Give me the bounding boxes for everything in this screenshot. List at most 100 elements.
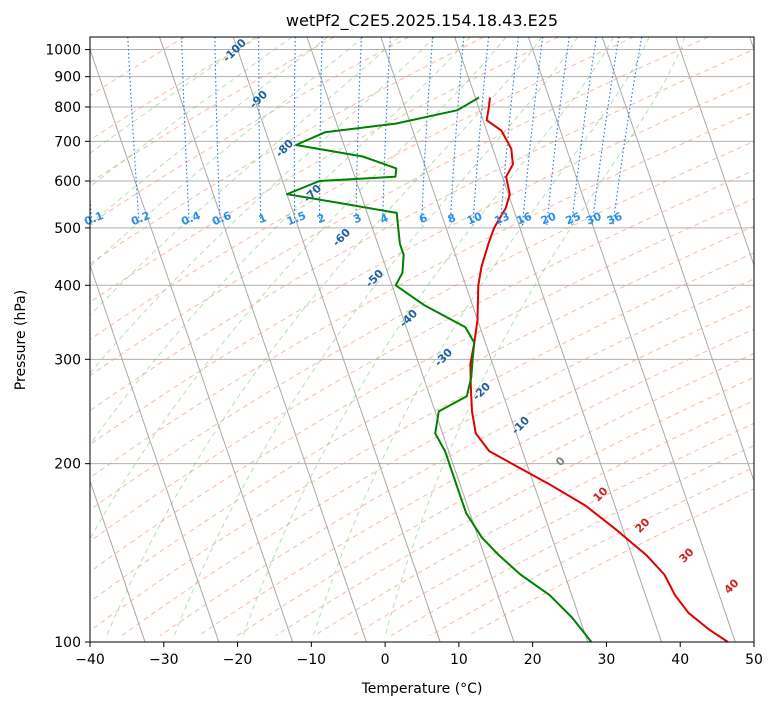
mixing-ratio-label: 25: [564, 210, 583, 228]
plot-frame: [89, 36, 755, 643]
moist-adiabat-label: -10: [509, 414, 532, 437]
y-tick-label: 900: [54, 70, 81, 86]
x-tick-label: 40: [671, 652, 689, 668]
mixing-ratio-label: 0.6: [210, 209, 233, 228]
profile-lines: [286, 96, 729, 642]
moist-adiabat-line: [384, 37, 686, 636]
mixing-ratio-line: [355, 37, 362, 226]
dry-adiabat-line: [313, 400, 754, 637]
moist-adiabat-line: [90, 37, 435, 374]
mixing-ratio-line: [420, 37, 434, 226]
isotherm-line: [90, 47, 294, 642]
mixing-ratio-label: 4: [378, 211, 390, 226]
x-tick-label: 0: [381, 652, 390, 668]
dry-adiabat-line: [90, 37, 335, 184]
mixing-ratio-label: 0.2: [129, 209, 152, 228]
chart-title: wetPf2_C2E5.2025.154.18.43.E25: [286, 11, 558, 31]
x-tick-label: 30: [598, 652, 616, 668]
y-tick-label: 200: [54, 457, 81, 473]
isotherm-line: [749, 37, 754, 52]
y-tick-label: 300: [54, 352, 81, 368]
dry-adiabat-line: [90, 225, 754, 603]
mixing-ratio-line: [591, 37, 620, 226]
y-tick-label: 700: [54, 134, 81, 150]
y-tick-label: 800: [54, 100, 81, 116]
mixing-ratio-line: [293, 37, 296, 226]
x-tick-label: −20: [223, 652, 253, 668]
mixing-ratio-line: [382, 37, 391, 226]
isotherm-line: [159, 37, 367, 642]
x-tick-label: −40: [75, 652, 105, 668]
mixing-ratio-label: 36: [605, 210, 624, 228]
dry-adiabat-label: 20: [633, 515, 653, 535]
y-axis-title: Pressure (hPa): [13, 290, 29, 390]
isotherm-line: [232, 37, 441, 642]
isotherm-line: [527, 37, 736, 642]
mixing-ratio-label: 30: [584, 210, 603, 228]
moist-adiabat-label: -70: [301, 182, 324, 205]
isotherm-line: [90, 479, 146, 642]
y-tick-label: 500: [54, 221, 81, 237]
mixing-ratio-line: [521, 37, 544, 226]
y-tick-label: 1000: [45, 43, 81, 59]
x-tick-label: −30: [149, 652, 179, 668]
moist-adiabat-line: [106, 37, 543, 636]
mixing-ratio-line: [546, 37, 570, 226]
moist-adiabat-line: [242, 37, 614, 636]
moist-adiabat-label: -30: [432, 346, 455, 369]
mixing-ratio-label: 20: [539, 210, 558, 228]
isotherm-line: [380, 37, 589, 642]
isotherm-line: [601, 37, 754, 483]
dry-adiabat-line: [90, 37, 260, 141]
moist-adiabat-label: -80: [273, 137, 296, 160]
isotherm-line: [0, 37, 71, 642]
moist-adiabat-line: [90, 37, 507, 540]
x-tick-label: −10: [297, 652, 327, 668]
dewpoint-profile-line: [286, 96, 593, 642]
dry-adiabat-label: 40: [722, 576, 742, 596]
background-lines: [0, 37, 754, 642]
moist-adiabat-label: -60: [330, 226, 353, 249]
dry-adiabat-line: [90, 169, 754, 542]
dry-adiabat-line: [90, 37, 410, 225]
isotherm-line: [306, 37, 515, 642]
mixing-ratio-label: 6: [417, 211, 429, 226]
dry-adiabat-line: [90, 252, 754, 632]
dry-adiabat-line: [198, 328, 754, 637]
mixing-ratio-line: [499, 37, 520, 226]
isotherm-line: [675, 37, 754, 267]
moist-adiabat-label: -20: [470, 380, 493, 403]
mixing-ratio-label: 1.5: [285, 209, 308, 228]
mixing-ratio-label: 3: [352, 211, 364, 226]
dry-adiabat-line: [275, 376, 754, 637]
dry-adiabat-label: 30: [677, 545, 697, 565]
moist-adiabat-label: -90: [247, 88, 270, 111]
axes: −40 −30 −20 −10 0 10 20 30 40 50 1000 900 800 700 600 5…: [45, 43, 763, 668]
y-tick-label: 400: [54, 278, 81, 294]
moist-adiabat-line: [173, 37, 578, 636]
x-axis-title: Temperature (°C): [361, 681, 483, 697]
mixing-ratio-label: 0.1: [82, 209, 105, 228]
isotherm-line: [90, 263, 220, 642]
mixing-ratio-label: 10: [465, 210, 484, 228]
dry-adiabat-line: [236, 353, 754, 637]
x-tick-label: 10: [450, 652, 468, 668]
dry-adiabat-line: [160, 303, 754, 637]
moist-adiabat-line: [90, 37, 293, 188]
dry-adiabat-line: [90, 140, 754, 511]
mixing-ratio-line: [472, 37, 490, 226]
x-tick-label: 20: [524, 652, 542, 668]
mixing-ratio-label: 13: [492, 210, 511, 228]
moist-adiabat-line: [313, 37, 650, 636]
dry-adiabat-line: [90, 37, 634, 341]
mixing-ratio-label: 16: [515, 210, 534, 228]
mixing-ratio-line: [319, 37, 323, 226]
x-tick-label: 50: [745, 652, 763, 668]
mixing-ratio-line: [449, 37, 465, 226]
y-tick-label: 600: [54, 174, 81, 190]
mixing-ratio-line: [127, 37, 140, 226]
dry-adiabat-line: [352, 422, 754, 637]
moist-adiabat-line: [90, 37, 364, 268]
mixing-ratio-line: [612, 37, 643, 226]
